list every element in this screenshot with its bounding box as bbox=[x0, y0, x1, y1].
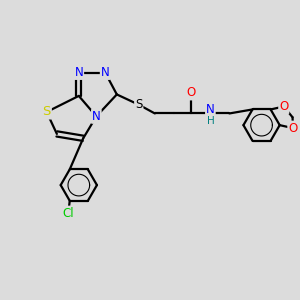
Text: O: O bbox=[187, 86, 196, 100]
Text: O: O bbox=[279, 100, 288, 113]
Text: N: N bbox=[206, 103, 215, 116]
Text: N: N bbox=[92, 110, 101, 123]
Text: S: S bbox=[43, 106, 51, 118]
Text: N: N bbox=[74, 66, 83, 79]
Text: Cl: Cl bbox=[62, 207, 74, 220]
Text: N: N bbox=[101, 66, 110, 79]
Text: S: S bbox=[135, 98, 142, 111]
Text: H: H bbox=[206, 116, 214, 126]
Text: O: O bbox=[288, 122, 298, 135]
